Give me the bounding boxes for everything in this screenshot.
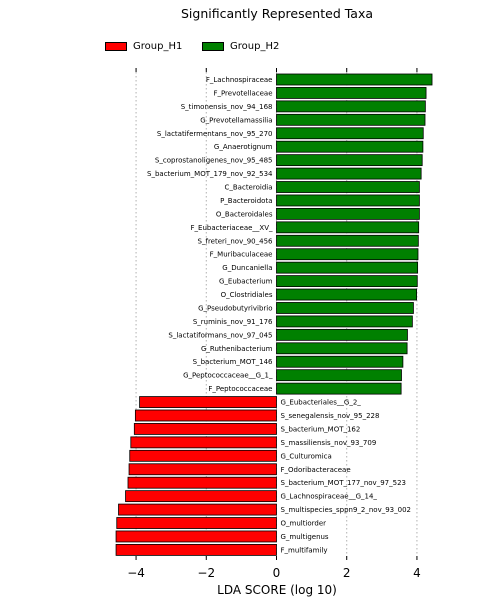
bar [276, 87, 427, 99]
bar-label: S_massiliensis_nov_93_709 [281, 439, 377, 447]
bar-label: G_Culturomica [281, 452, 332, 460]
bar [276, 113, 426, 126]
bar-label: F_multifamily [281, 546, 328, 554]
bar [276, 355, 404, 368]
x-tick-label: 2 [343, 566, 351, 580]
bar-label: S_bacterium_MOT_179_nov_92_534 [147, 170, 273, 178]
bar [276, 288, 417, 301]
bar [276, 382, 402, 395]
bar-label: F_Eubacteriaceae__XV_ [191, 224, 273, 232]
bar-label: F_Lachnospiraceae [206, 76, 273, 84]
bar-label: S_bacterium_MOT_146 [193, 358, 273, 366]
bar-label: F_Odoribacteraceae [281, 466, 351, 474]
bar [134, 409, 277, 422]
bar-label: O_Bacteroidales [216, 210, 273, 218]
legend-item-h2: Group_H2 [202, 41, 279, 52]
bar [276, 328, 408, 341]
bar [276, 127, 424, 140]
x-tick-label: −2 [197, 566, 215, 580]
bar [276, 261, 419, 274]
bar-label: G_Eubacterium [219, 278, 273, 286]
bar [128, 463, 277, 476]
legend-item-h1: Group_H1 [105, 41, 182, 52]
legend-label-h2: Group_H2 [230, 41, 280, 52]
bar-label: P_Bacteroidota [220, 197, 272, 205]
bar-label: S_coprostanoligenes_nov_95_485 [155, 157, 273, 165]
bar-label: G_Eubacteriales__G_2_ [281, 399, 362, 407]
bar [276, 315, 413, 328]
bar [139, 396, 277, 408]
bar [116, 517, 277, 529]
bar [276, 369, 402, 382]
bar [276, 167, 422, 180]
bar [115, 544, 277, 556]
bar [276, 221, 420, 234]
bar-label: S_lactatifermentans_nov_95_270 [157, 130, 273, 138]
bar-label: S_freteri_nov_90_456 [198, 237, 273, 245]
bar [129, 449, 277, 462]
bar [127, 476, 277, 489]
bar [276, 100, 426, 113]
x-tick-label: 0 [273, 566, 281, 580]
bar [133, 423, 277, 435]
legend-label-h1: Group_H1 [133, 41, 183, 52]
bar [276, 181, 420, 193]
bar [276, 248, 419, 261]
bar [276, 194, 420, 207]
bar-label: O_multiorder [281, 520, 327, 528]
bar [115, 530, 277, 543]
bar [276, 302, 414, 314]
bar-label: F_Muribaculaceae [210, 251, 273, 259]
bar-label: G_multigenus [281, 533, 329, 541]
legend-swatch-h1 [105, 42, 127, 51]
bar [276, 275, 418, 288]
x-axis-label: LDA SCORE (log 10) [217, 583, 337, 597]
bar-label: S_timonensis_nov_94_168 [181, 103, 273, 111]
bar-label: F_Peptococcaceae [208, 385, 272, 393]
x-tick-label: 4 [413, 566, 421, 580]
bar-label: S_ruminis_nov_91_176 [193, 318, 273, 326]
bar [118, 503, 277, 516]
bar [276, 154, 423, 167]
bar-label: O_Clostridiales [221, 291, 273, 299]
bar-label: G_Peptococcaceae__G_1_ [183, 372, 273, 380]
bar [130, 436, 277, 449]
bar [276, 234, 419, 247]
bar [276, 73, 433, 86]
bar-label: G_Lachnospiraceae__G_14_ [281, 493, 378, 501]
bar [276, 140, 424, 153]
bar [125, 490, 277, 503]
bar-label: G_Ruthenibacterium [201, 345, 273, 353]
bar-label: S_multispecies_sppn9_2_nov_93_002 [281, 506, 411, 514]
bar-label: F_Prevotellaceae [213, 89, 272, 97]
bar-label: G_Pseudobutyrivibrio [198, 304, 272, 312]
legend-swatch-h2 [202, 42, 224, 51]
bar-label: S_bacterium_MOT_177_nov_97_523 [281, 479, 406, 487]
bar-label: G_Prevotellamassilia [200, 116, 272, 124]
bar-label: S_senegalensis_nov_95_228 [281, 412, 380, 420]
bar [276, 207, 420, 220]
bar-label: G_Duncaniella [222, 264, 272, 272]
bar-label: S_bacterium_MOT_162 [281, 425, 361, 433]
chart-title: Significantly Represented Taxa [180, 6, 374, 21]
bar-label: S_lactatiformans_nov_97_045 [168, 331, 272, 339]
bar-label: C_Bacteroidia [224, 184, 272, 192]
bar-label: G_Anaerotignum [214, 143, 273, 151]
bar [276, 342, 408, 355]
x-tick-label: −4 [127, 566, 145, 580]
